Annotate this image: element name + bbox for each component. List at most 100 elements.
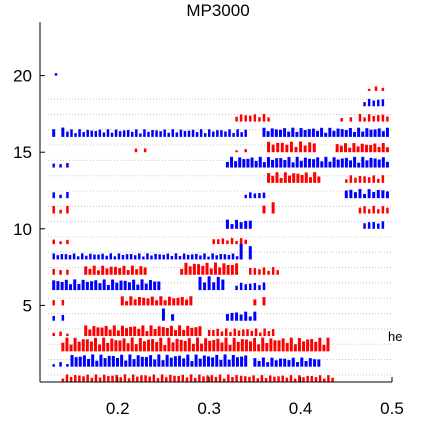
mark-row7-seg0-1 — [59, 270, 62, 275]
mark-row2-seg0-14 — [118, 340, 122, 352]
mark-row14-seg1-6 — [250, 157, 254, 168]
mark-row5-seg1-6 — [146, 298, 150, 306]
mark-row0-seg0-12 — [111, 375, 114, 382]
mark-row1-seg1-18 — [144, 357, 148, 367]
mark-row16-seg1-1 — [70, 129, 73, 137]
mark-row17-seg2-1 — [363, 117, 366, 122]
mark-row8-seg0-41 — [219, 253, 223, 260]
mark-row15-seg3-5 — [356, 146, 360, 153]
mark-row8-seg0-11 — [97, 254, 100, 260]
mark-row6-seg1-4 — [216, 276, 220, 291]
mark-row0-seg0-15 — [123, 374, 127, 382]
mark-row8-seg0-30 — [174, 253, 178, 260]
mark-row16-seg2-19 — [340, 129, 344, 137]
mark-row3-seg1-4 — [100, 327, 104, 337]
mark-row16-seg1-42 — [236, 129, 239, 137]
mark-row0-seg0-20 — [144, 375, 147, 382]
mark-row16-seg1-19 — [143, 129, 146, 137]
mark-row12-seg0-1 — [59, 194, 62, 199]
mark-row6-seg0-24 — [153, 281, 157, 291]
data-marks — [52, 73, 389, 382]
mark-row16-seg2-6 — [287, 131, 291, 137]
mark-row1-seg1-8 — [103, 358, 107, 367]
mark-row1-seg2-14 — [313, 359, 317, 367]
mark-row0-seg1-7 — [268, 375, 272, 382]
mark-row6-seg0-0 — [52, 280, 56, 291]
mark-row8-seg0-29 — [170, 255, 174, 260]
mark-row0-seg0-3 — [74, 375, 77, 382]
mark-row16-seg2-1 — [266, 131, 270, 137]
mark-row16-seg1-3 — [78, 129, 81, 137]
mark-row15-seg3-6 — [360, 143, 364, 153]
mark-row13-seg1-6 — [372, 175, 375, 183]
mark-row8-seg0-42 — [223, 254, 227, 260]
mark-row0-seg0-9 — [98, 377, 102, 382]
mark-row2-seg0-40 — [224, 337, 228, 352]
mark-row0-seg0-5 — [82, 376, 85, 382]
mark-row18-seg0-2 — [372, 100, 375, 107]
mark-row14-seg1-34 — [365, 160, 369, 168]
mark-row16-seg0-1 — [61, 127, 65, 137]
mark-row16-seg2-13 — [315, 130, 319, 137]
annotations: he — [388, 329, 402, 344]
mark-row1-seg2-10 — [296, 362, 300, 367]
mark-row16-seg2-16 — [328, 127, 332, 137]
mark-row11-seg0-1 — [59, 209, 62, 214]
mark-row6-seg1-3 — [212, 282, 216, 291]
mark-row8-seg0-13 — [105, 255, 108, 260]
mark-row0-seg0-38 — [218, 374, 222, 382]
mark-row6-seg0-11 — [98, 283, 102, 291]
mark-row2-seg0-13 — [114, 340, 118, 352]
mark-row1-seg1-20 — [153, 359, 157, 367]
mark-row2-seg0-19 — [138, 338, 142, 352]
mark-row8-seg0-43 — [227, 254, 231, 260]
mark-row5-seg1-2 — [129, 296, 133, 306]
mark-row1-seg1-30 — [194, 354, 198, 367]
mark-row1-seg1-24 — [169, 357, 173, 367]
mark-row16-seg2-8 — [295, 131, 299, 137]
mark-row0-seg1-19 — [318, 375, 322, 382]
mark-row16-seg1-40 — [228, 129, 231, 137]
mark-row2-seg0-36 — [208, 340, 212, 352]
mark-row16-seg1-2 — [74, 133, 77, 137]
mark-row5-seg1-4 — [137, 297, 141, 306]
mark-row3-seg1-18 — [157, 326, 161, 337]
mark-row12-seg0-0 — [52, 192, 55, 199]
mark-row8-seg0-25 — [154, 253, 157, 260]
mark-row1-seg2-8 — [287, 360, 291, 367]
mark-row14-seg1-5 — [246, 158, 250, 168]
mark-row14-seg1-14 — [283, 160, 287, 168]
mark-row15-seg3-3 — [348, 147, 352, 153]
mark-row3-seg2-7 — [237, 330, 241, 337]
mark-row2-seg0-5 — [81, 339, 85, 352]
mark-row11-seg1-0 — [262, 205, 266, 214]
mark-row0-seg0-17 — [131, 374, 135, 382]
mark-row10-seg1-1 — [367, 222, 371, 229]
mark-row2-seg0-21 — [147, 339, 151, 352]
mark-row0-seg0-28 — [177, 375, 180, 382]
mark-row16-seg2-5 — [283, 128, 287, 137]
mark-row7-seg2-5 — [201, 265, 205, 275]
mark-row0-seg0-34 — [202, 376, 205, 382]
mark-row2-seg0-39 — [220, 342, 224, 352]
mark-row10-seg1-3 — [377, 223, 380, 229]
mark-row3-seg0-2 — [66, 333, 69, 337]
mark-row14-seg1-32 — [357, 162, 361, 168]
mark-row4-seg2-5 — [248, 316, 252, 321]
mark-row2-seg0-42 — [232, 337, 236, 352]
mark-row16-seg1-23 — [159, 131, 162, 137]
mark-row3-seg1-10 — [125, 328, 129, 337]
mark-row9-seg1-0 — [212, 239, 215, 245]
mark-row7-seg3-3 — [262, 267, 266, 275]
mark-row6-seg0-22 — [144, 283, 148, 291]
mark-row6-seg0-20 — [136, 284, 140, 291]
mark-row1-seg1-31 — [198, 358, 202, 367]
mark-row8-seg0-3 — [64, 254, 68, 260]
mark-row2-seg0-57 — [293, 344, 297, 352]
mark-row5-seg1-14 — [180, 296, 184, 306]
mark-row14-seg1-22 — [316, 157, 320, 168]
mark-row1-seg1-23 — [165, 354, 169, 367]
mark-row6-seg0-25 — [157, 281, 161, 291]
mark-row14-seg1-2 — [234, 161, 238, 168]
